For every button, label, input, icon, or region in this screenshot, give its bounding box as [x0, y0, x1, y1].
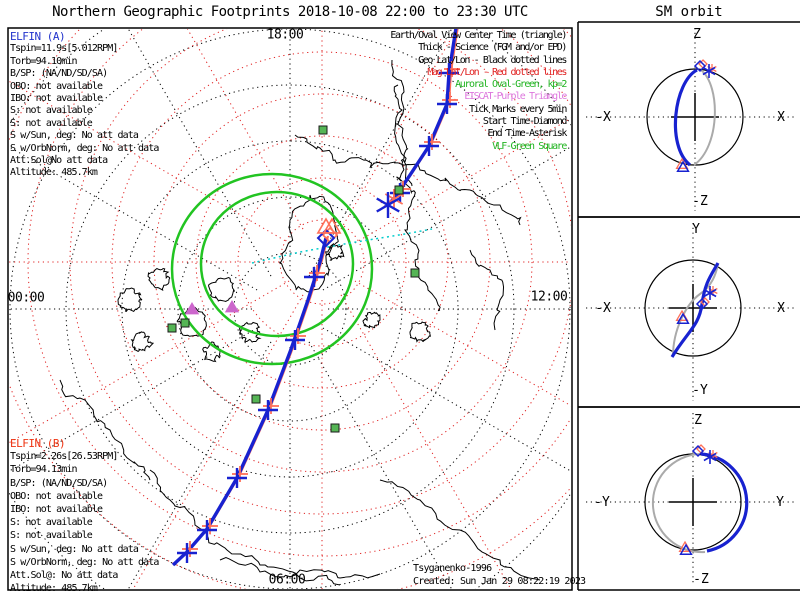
- created-timestamp: Created: Sun Jan 29 08:22:19 2023: [413, 576, 586, 587]
- page-title: Northern Geographic Footprints 2018-10-0…: [52, 4, 528, 20]
- sm-axis-label: -Y: [692, 383, 708, 398]
- satellite-info-line: S w/Sun, deg: No att data: [10, 130, 139, 142]
- satellite-info-line: Tspin=11.9s[5.012RPM]: [10, 43, 118, 55]
- credits: Tsyganenko-1996 Created: Sun Jan 29 08:2…: [413, 562, 586, 588]
- satellite-info-line: B/SP: (NA/ND/SD/SA): [10, 68, 108, 80]
- mlt-hour-label: 12:00: [530, 289, 568, 305]
- legend-item: Tick Marks every 5min: [468, 103, 567, 115]
- sm-axis-label: Y: [776, 495, 784, 510]
- legend-item: Mag Lat/Lon - Red dotted lines: [427, 66, 567, 78]
- satellite-name: ELFIN (B): [10, 437, 66, 450]
- satellite-info-line: OBO: not available: [10, 490, 103, 502]
- mlt-hour-label: 06:00: [268, 572, 306, 588]
- mlt-hour-label: 18:00: [266, 27, 304, 43]
- sm-axis-label: -Z: [692, 194, 708, 209]
- legend-item: End Time-Asterisk: [487, 128, 567, 140]
- satellite-info-line: B/SP: (NA/ND/SD/SA): [10, 477, 108, 489]
- satellite-info-line: Altitude: 485.7km: [10, 167, 98, 179]
- legend-item: Earth/Oval View Center Time (triangle): [390, 30, 567, 41]
- sm-axis-label: Z: [693, 27, 701, 42]
- satellite-info-line: OBO: not available: [10, 80, 103, 92]
- satellite-info-line: S w/OrbNorm, deg: No att data: [10, 142, 159, 154]
- satellite-info-line: S w/Sun, deg: No att data: [10, 543, 139, 555]
- mlt-hour-label: 00:00: [7, 290, 45, 306]
- sm-axis-label: -X: [595, 110, 611, 125]
- map-legend: Earth/Oval View Center Time (triangle) Th…: [390, 30, 568, 153]
- sm-axis-label: -X: [595, 301, 611, 316]
- legend-item: VLF-Green Square: [492, 140, 567, 152]
- legend-item: Thick - Science (FGM and/or EPD): [418, 42, 567, 54]
- sm-axis-label: -Z: [693, 572, 709, 587]
- sm-axis-label: -Y: [594, 495, 610, 510]
- satellite-info-line: Att.Sol@: No att data: [10, 570, 118, 582]
- satellite-info-line: Altitude: 485.7km: [10, 583, 98, 595]
- model-credit: Tsyganenko-1996: [413, 563, 492, 574]
- sm-axis-label: Z: [694, 413, 702, 428]
- sm-axis-label: X: [777, 110, 785, 125]
- satellite-info-line: Torb=94.10min: [10, 55, 77, 67]
- satellite-info-line: S: not available: [10, 105, 93, 117]
- satellite-name: ELFIN (A): [10, 30, 66, 43]
- elfin-a-info-panel: ELFIN (A) Tspin=11.9s[5.012RPM] Torb=94.10…: [10, 30, 159, 180]
- legend-item: EISCAT-Purple Triangle: [464, 91, 567, 103]
- elfin-b-info-panel: ELFIN (B) Tspin=2.26s[26.53RPM] Torb=94.13…: [10, 437, 159, 595]
- legend-item: Start Time-Diamond: [482, 116, 568, 128]
- legend-item: Geo Lat/Lon - Black dotted lines: [418, 54, 567, 66]
- satellite-info-line: IBO: not available: [10, 93, 103, 105]
- legend-item: Auroral Oval-Green, kp=2: [455, 79, 567, 91]
- satellite-info-line: S w/OrbNorm, deg: No att data: [10, 556, 159, 568]
- satellite-info-line: Tspin=2.26s[26.53RPM]: [10, 451, 118, 463]
- satellite-info-line: S: not available: [10, 517, 93, 529]
- satellite-info-line: S: not available: [10, 117, 93, 129]
- satellite-info-line: S: not available: [10, 530, 93, 542]
- satellite-info-line: IBO: not available: [10, 504, 103, 516]
- satellite-info-line: Torb=94.13min: [10, 464, 77, 476]
- sm-axis-label: Y: [692, 222, 700, 237]
- sm-axis-label: X: [777, 301, 785, 316]
- satellite-info-line: Att.Sol@No att data: [10, 155, 108, 167]
- sm-orbit-title: SM orbit: [655, 4, 723, 20]
